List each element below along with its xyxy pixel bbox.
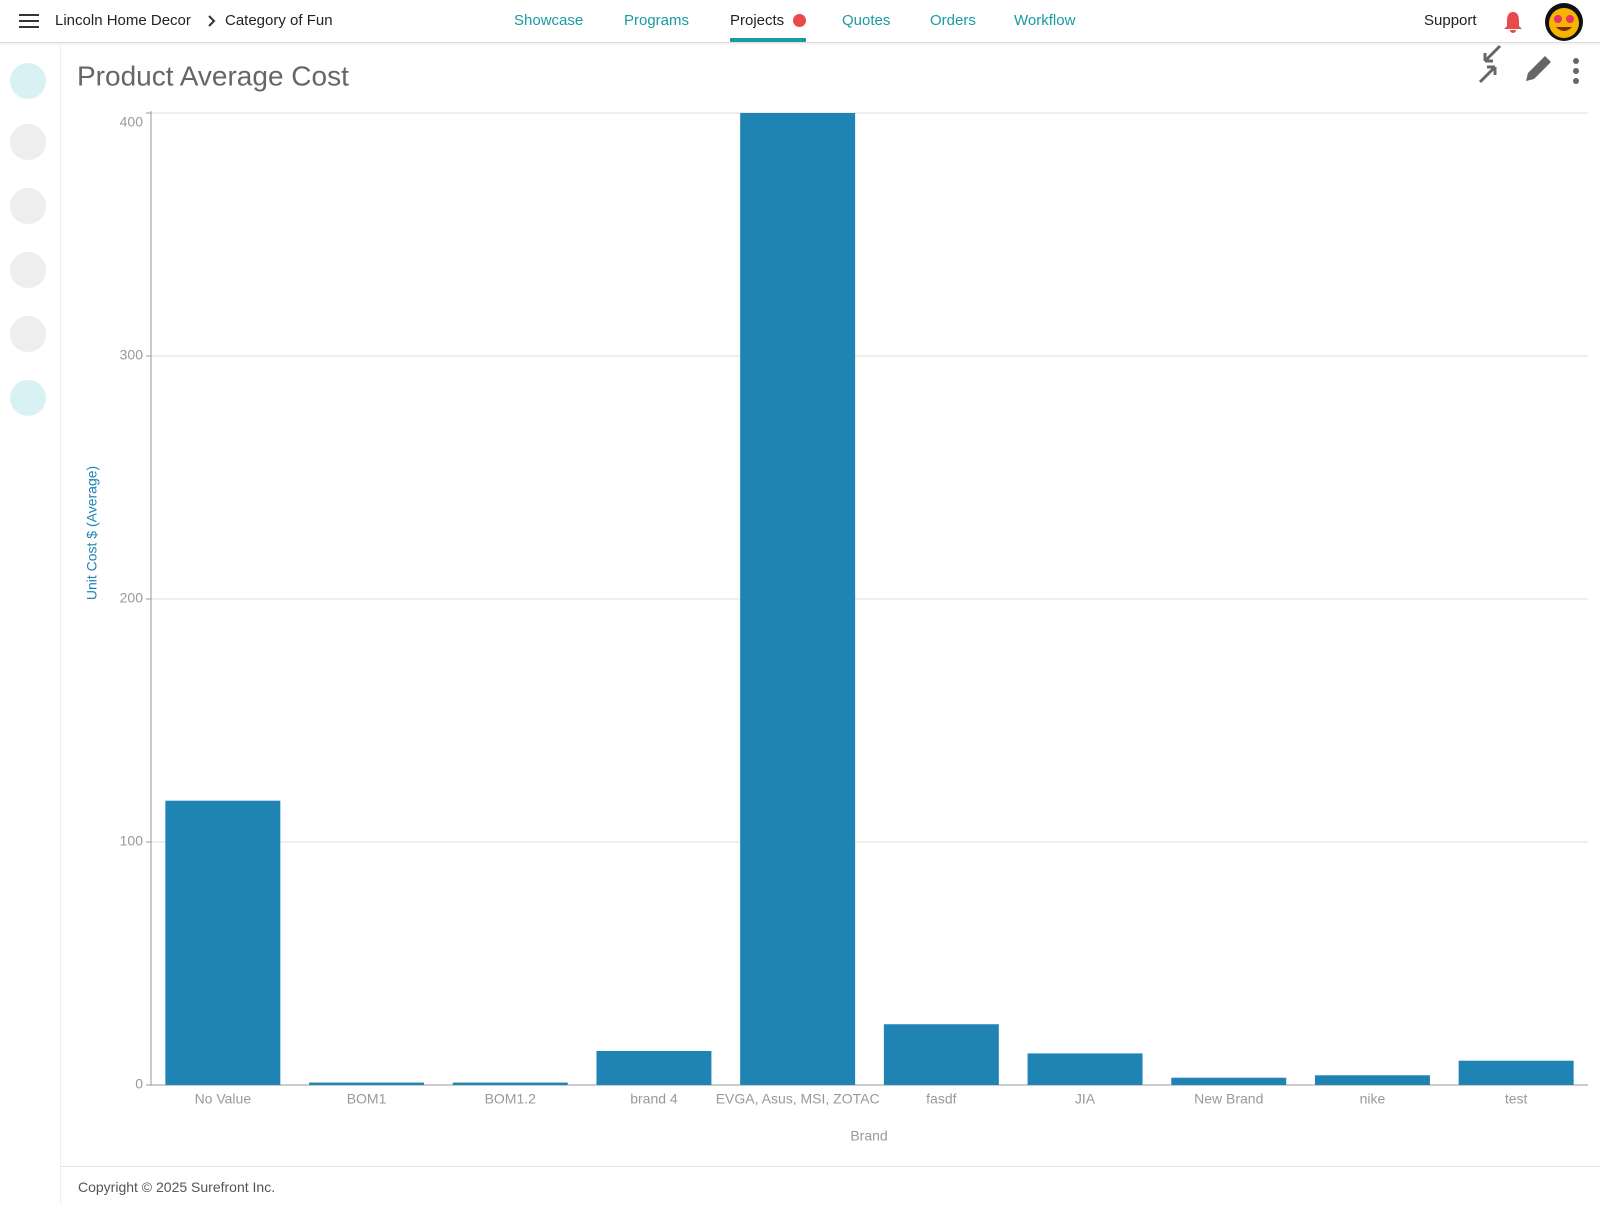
x-tick-label: New Brand [1194, 1091, 1263, 1107]
inbox-button[interactable] [10, 124, 46, 160]
x-tick-label: JIA [1075, 1091, 1096, 1107]
bar [1027, 1053, 1143, 1085]
nav-link[interactable]: Showcase [514, 12, 584, 29]
x-tick-label: brand 4 [630, 1091, 678, 1107]
x-tick-label: nike [1360, 1091, 1386, 1107]
collapse-icon[interactable] [1478, 44, 1502, 84]
nav-link[interactable]: Quotes [842, 12, 891, 29]
archive-button[interactable] [10, 188, 46, 224]
x-tick-label: No Value [195, 1091, 252, 1107]
nav-link[interactable]: Orders [930, 12, 976, 29]
top-bar: Lincoln Home Decor Category of Fun Showc… [0, 0, 1600, 43]
bar [1171, 1077, 1287, 1085]
more-icon[interactable] [1573, 58, 1579, 84]
analytics-button[interactable] [10, 380, 46, 416]
x-tick-label: test [1505, 1091, 1528, 1107]
copyright: Copyright © 2025 Surefront Inc. [78, 1179, 276, 1195]
avatar[interactable] [1544, 2, 1584, 42]
chart: Product Average Cost Unit Cost $ (Averag… [77, 44, 1588, 1144]
support-link[interactable]: Support [1424, 12, 1477, 29]
badge [793, 14, 806, 27]
y-tick-label: 100 [120, 833, 144, 849]
y-tick-label: 0 [135, 1076, 143, 1092]
edit-icon[interactable] [1526, 56, 1551, 81]
nav-link[interactable]: Projects [730, 12, 785, 29]
add-button[interactable] [10, 63, 46, 99]
active-indicator [730, 38, 806, 42]
x-tick-label: fasdf [926, 1091, 956, 1107]
x-tick-label: EVGA, Asus, MSI, ZOTAC [716, 1091, 880, 1107]
bar [883, 1024, 999, 1085]
sidebar [0, 43, 61, 1204]
x-axis-label: Brand [850, 1128, 887, 1144]
bar [309, 1082, 425, 1085]
y-tick-label: 300 [120, 347, 144, 363]
chart-title: Product Average Cost [77, 60, 349, 91]
nav-link[interactable]: Programs [624, 12, 690, 29]
y-axis-label: Unit Cost $ (Average) [84, 466, 100, 600]
bar [1314, 1075, 1430, 1085]
bar [452, 1082, 568, 1085]
footer: Copyright © 2025 Surefront Inc. [60, 1166, 1600, 1205]
bar [1458, 1060, 1574, 1085]
y-tick-label: 200 [120, 590, 144, 606]
x-tick-label: BOM1 [347, 1091, 387, 1107]
bell-icon[interactable] [1500, 9, 1526, 35]
bar [596, 1050, 712, 1085]
y-tick-label: 400 [120, 114, 144, 130]
bar [740, 113, 856, 1085]
share-button[interactable] [10, 316, 46, 352]
breadcrumb[interactable]: Lincoln Home Decor [55, 12, 191, 29]
x-tick-label: BOM1.2 [485, 1091, 537, 1107]
tray-button[interactable] [10, 252, 46, 288]
nav-link[interactable]: Workflow [1014, 12, 1076, 29]
bar [165, 800, 281, 1085]
menu-icon[interactable] [18, 12, 40, 30]
chevron [208, 15, 216, 27]
breadcrumb[interactable]: Category of Fun [225, 12, 333, 29]
